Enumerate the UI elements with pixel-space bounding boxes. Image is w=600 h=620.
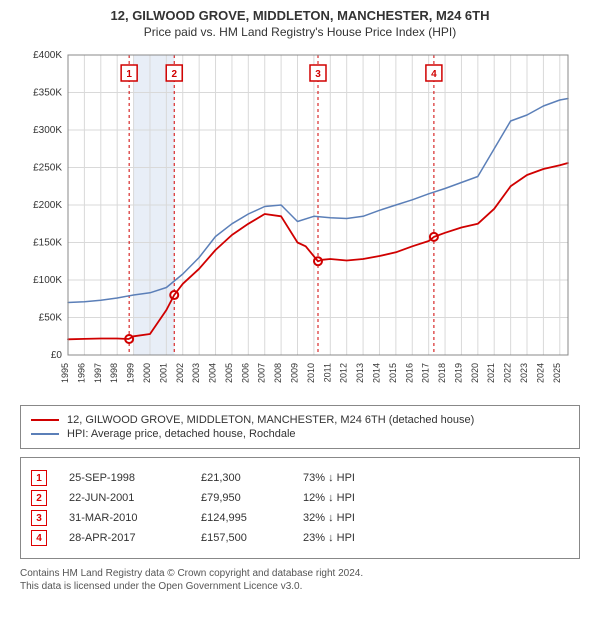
- svg-text:2012: 2012: [339, 363, 349, 383]
- page: 12, GILWOOD GROVE, MIDDLETON, MANCHESTER…: [0, 0, 600, 599]
- svg-text:4: 4: [431, 69, 437, 80]
- svg-text:2022: 2022: [503, 363, 513, 383]
- legend-swatch: [31, 419, 59, 421]
- svg-text:£250K: £250K: [33, 163, 62, 174]
- legend-item-property: 12, GILWOOD GROVE, MIDDLETON, MANCHESTER…: [31, 414, 569, 426]
- svg-text:1998: 1998: [109, 363, 119, 383]
- svg-text:2002: 2002: [175, 363, 185, 383]
- event-date: 31-MAR-2010: [69, 512, 179, 524]
- footer-line2: This data is licensed under the Open Gov…: [20, 580, 580, 593]
- event-price: £157,500: [201, 532, 281, 544]
- svg-text:1997: 1997: [93, 363, 103, 383]
- event-date: 22-JUN-2001: [69, 492, 179, 504]
- svg-text:2019: 2019: [453, 363, 463, 383]
- event-price: £21,300: [201, 472, 281, 484]
- svg-text:3: 3: [315, 69, 321, 80]
- event-diff: 73% ↓ HPI: [303, 472, 569, 484]
- svg-text:£100K: £100K: [33, 275, 62, 286]
- svg-text:2007: 2007: [257, 363, 267, 383]
- title-subtitle: Price paid vs. HM Land Registry's House …: [10, 25, 590, 39]
- event-date: 25-SEP-1998: [69, 472, 179, 484]
- svg-text:2014: 2014: [371, 363, 381, 383]
- svg-text:2: 2: [171, 69, 177, 80]
- svg-text:2024: 2024: [535, 363, 545, 383]
- svg-text:2023: 2023: [519, 363, 529, 383]
- svg-text:£300K: £300K: [33, 125, 62, 136]
- event-row: 4 28-APR-2017 £157,500 23% ↓ HPI: [31, 530, 569, 546]
- event-marker: 3: [31, 510, 47, 526]
- svg-text:£150K: £150K: [33, 238, 62, 249]
- svg-text:£0: £0: [51, 350, 63, 361]
- svg-text:£200K: £200K: [33, 200, 62, 211]
- legend: 12, GILWOOD GROVE, MIDDLETON, MANCHESTER…: [20, 405, 580, 449]
- svg-text:2015: 2015: [388, 363, 398, 383]
- event-row: 3 31-MAR-2010 £124,995 32% ↓ HPI: [31, 510, 569, 526]
- svg-text:2009: 2009: [290, 363, 300, 383]
- event-diff: 23% ↓ HPI: [303, 532, 569, 544]
- svg-text:2021: 2021: [486, 363, 496, 383]
- svg-text:1999: 1999: [126, 363, 136, 383]
- svg-text:2011: 2011: [322, 363, 332, 382]
- legend-item-hpi: HPI: Average price, detached house, Roch…: [31, 428, 569, 440]
- legend-label: HPI: Average price, detached house, Roch…: [67, 428, 296, 440]
- event-marker: 4: [31, 530, 47, 546]
- svg-text:2000: 2000: [142, 363, 152, 383]
- events-table: 1 25-SEP-1998 £21,300 73% ↓ HPI 2 22-JUN-2001…: [20, 457, 580, 559]
- event-marker: 2: [31, 490, 47, 506]
- legend-swatch: [31, 433, 59, 435]
- svg-text:£350K: £350K: [33, 88, 62, 99]
- svg-text:2001: 2001: [158, 363, 168, 383]
- svg-text:1995: 1995: [60, 363, 70, 383]
- svg-text:2004: 2004: [208, 363, 218, 383]
- title-address: 12, GILWOOD GROVE, MIDDLETON, MANCHESTER…: [10, 8, 590, 23]
- svg-text:2025: 2025: [552, 363, 562, 383]
- svg-text:1996: 1996: [76, 363, 86, 383]
- svg-text:2008: 2008: [273, 363, 283, 383]
- event-date: 28-APR-2017: [69, 532, 179, 544]
- svg-text:£400K: £400K: [33, 50, 62, 61]
- svg-text:2005: 2005: [224, 363, 234, 383]
- svg-text:2016: 2016: [404, 363, 414, 383]
- chart: 1 2 3 4 £0 £50K £100K £150K £200K £250K £300K £350K…: [20, 45, 580, 395]
- event-diff: 32% ↓ HPI: [303, 512, 569, 524]
- event-row: 2 22-JUN-2001 £79,950 12% ↓ HPI: [31, 490, 569, 506]
- svg-text:£50K: £50K: [39, 313, 63, 324]
- event-price: £79,950: [201, 492, 281, 504]
- event-marker: 1: [31, 470, 47, 486]
- event-price: £124,995: [201, 512, 281, 524]
- svg-text:2010: 2010: [306, 363, 316, 383]
- svg-text:2020: 2020: [470, 363, 480, 383]
- legend-label: 12, GILWOOD GROVE, MIDDLETON, MANCHESTER…: [67, 414, 474, 426]
- title-block: 12, GILWOOD GROVE, MIDDLETON, MANCHESTER…: [10, 8, 590, 39]
- svg-text:2013: 2013: [355, 363, 365, 383]
- svg-text:2017: 2017: [421, 363, 431, 383]
- event-diff: 12% ↓ HPI: [303, 492, 569, 504]
- chart-svg: 1 2 3 4 £0 £50K £100K £150K £200K £250K £300K £350K…: [20, 45, 580, 395]
- svg-text:2003: 2003: [191, 363, 201, 383]
- footer-line1: Contains HM Land Registry data © Crown c…: [20, 567, 580, 580]
- svg-text:2018: 2018: [437, 363, 447, 383]
- svg-text:1: 1: [126, 69, 132, 80]
- svg-text:2006: 2006: [240, 363, 250, 383]
- footer: Contains HM Land Registry data © Crown c…: [20, 567, 580, 593]
- event-row: 1 25-SEP-1998 £21,300 73% ↓ HPI: [31, 470, 569, 486]
